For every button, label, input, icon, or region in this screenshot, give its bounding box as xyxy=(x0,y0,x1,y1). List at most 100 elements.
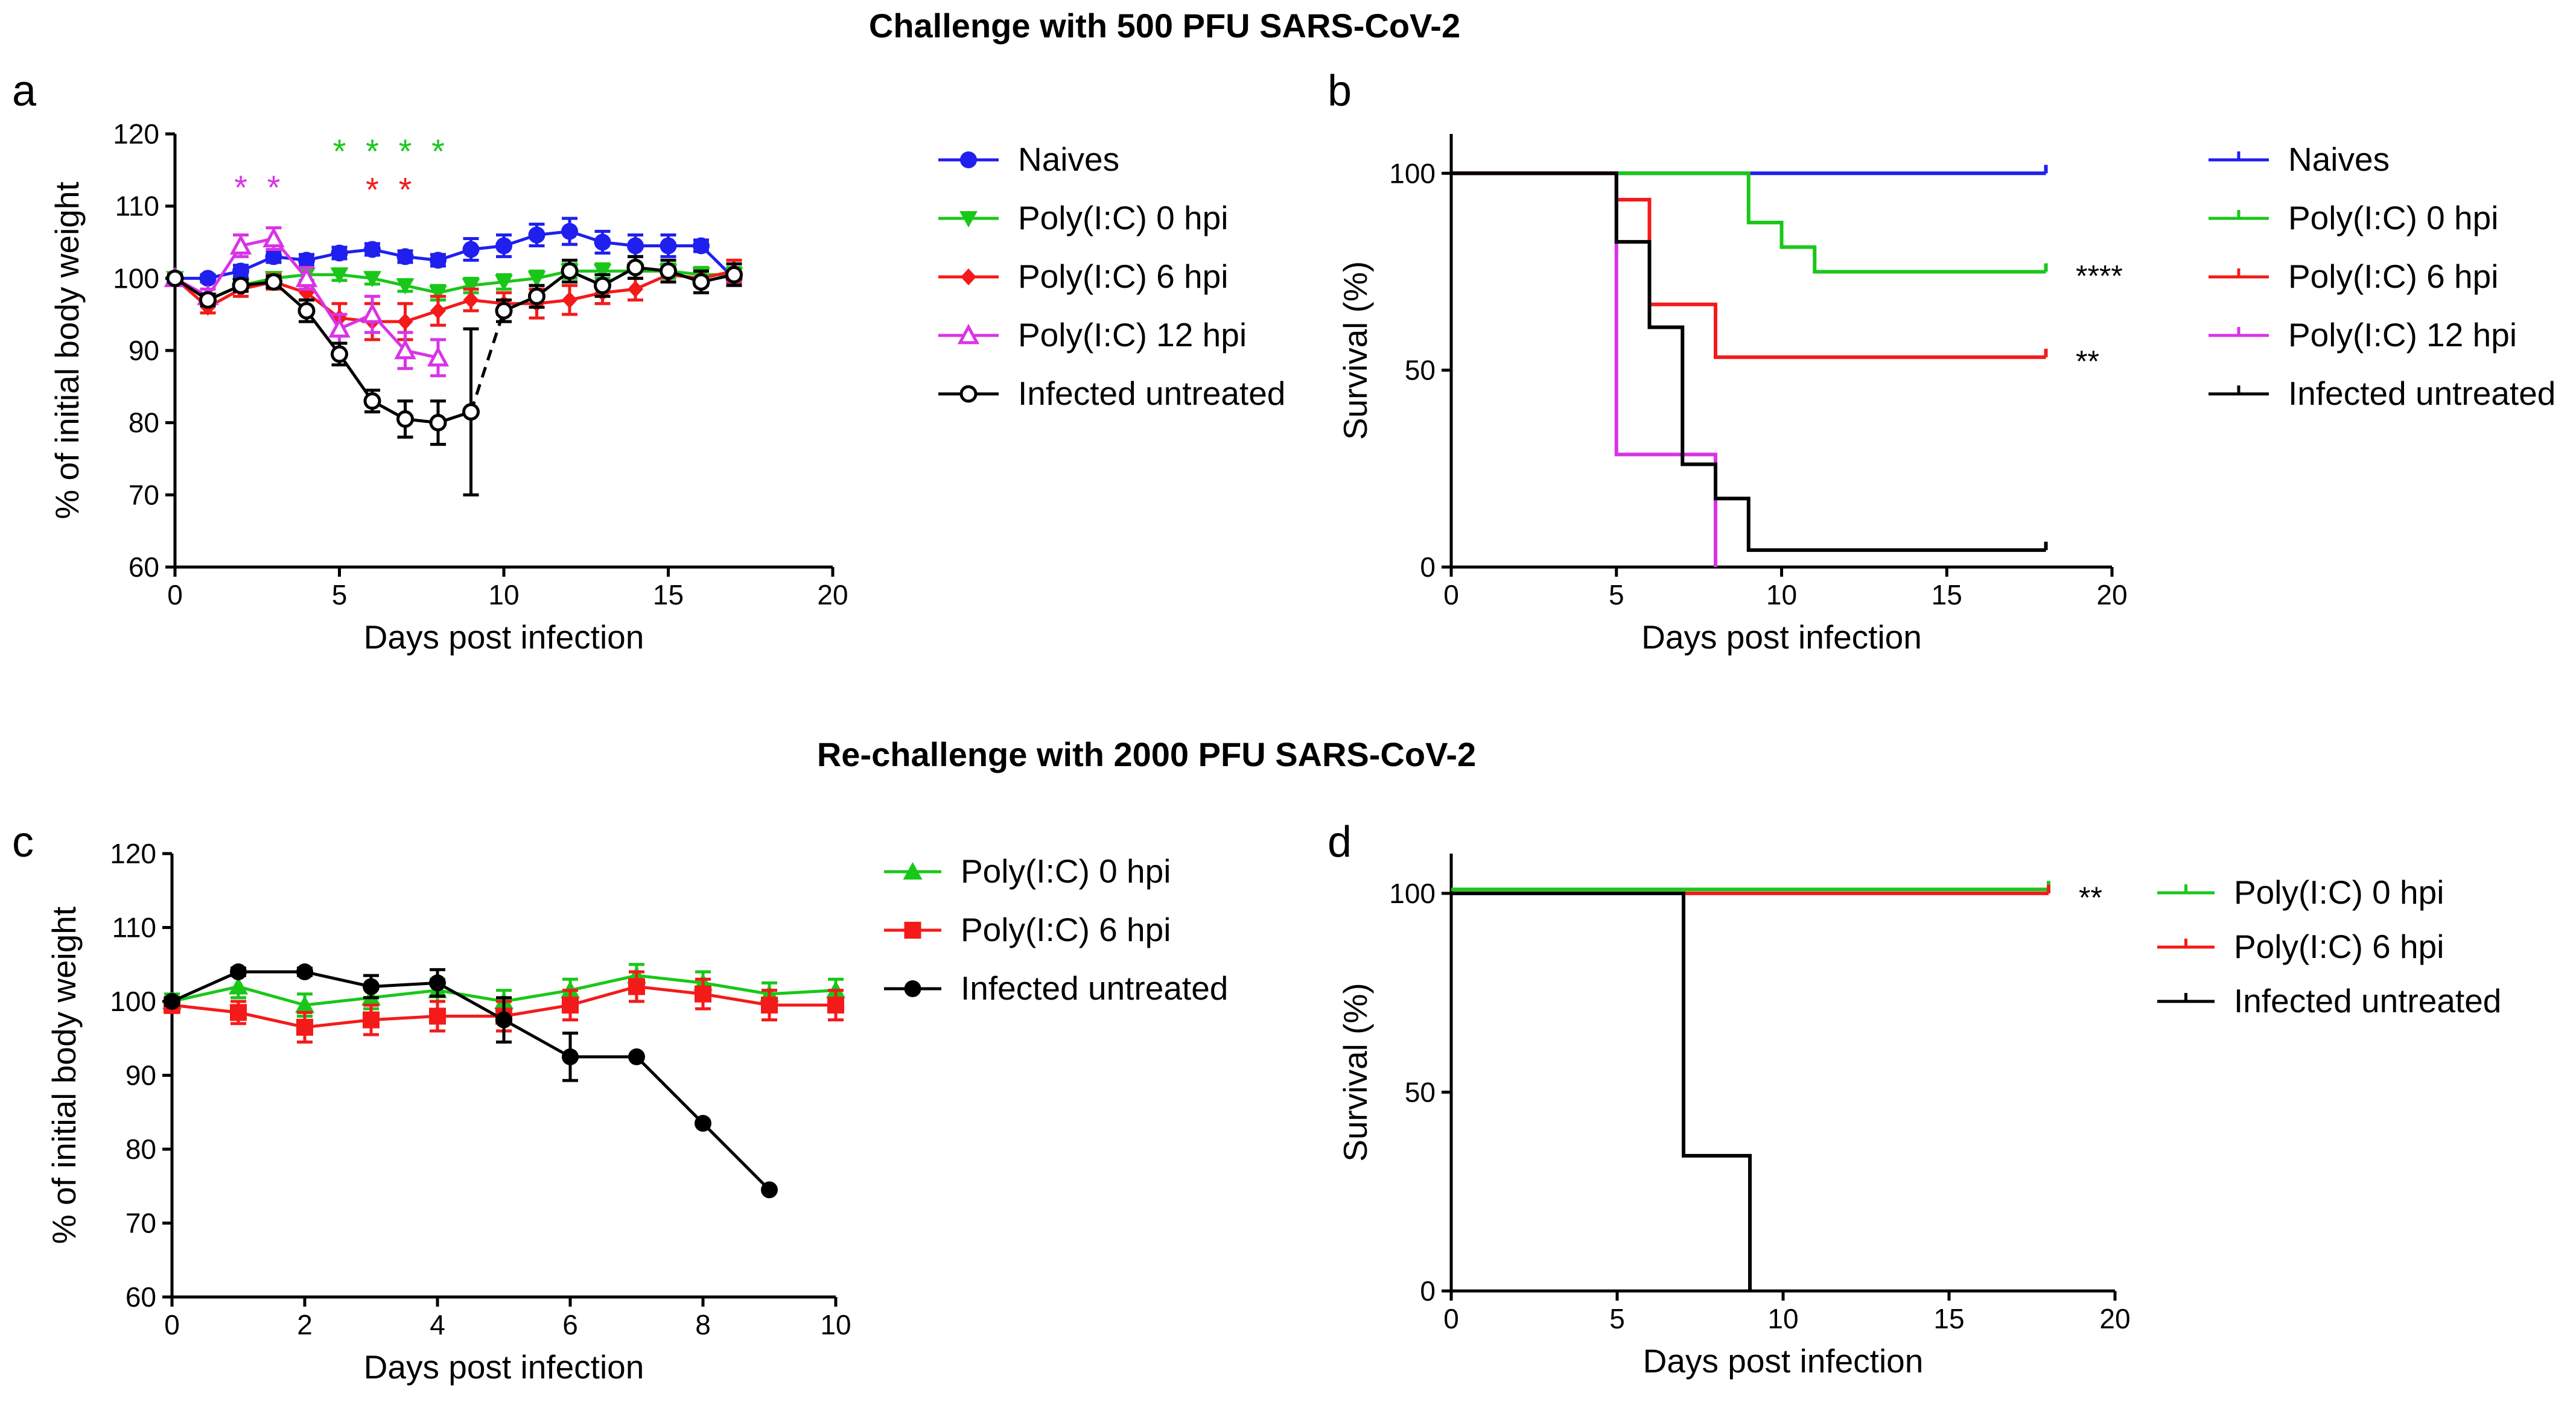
data-point-c-1 xyxy=(230,1004,247,1021)
legend-label-d: Poly(I:C) 0 hpi xyxy=(2234,874,2444,911)
x-tick-label-a: 20 xyxy=(817,579,848,610)
data-point-c-2 xyxy=(230,963,247,980)
data-point-a-0 xyxy=(693,237,710,255)
series-b-1 xyxy=(1451,171,2048,274)
data-point-a-1 xyxy=(330,267,349,284)
data-point-a-0 xyxy=(430,252,447,269)
x-axis-label-d: Days post infection xyxy=(1643,1342,1924,1380)
data-point-a-4 xyxy=(232,276,250,294)
data-point-c-1 xyxy=(761,997,778,1014)
legend-item-b: Poly(I:C) 6 hpi xyxy=(2209,258,2498,295)
y-tick-label-c: 110 xyxy=(112,912,156,943)
significance-label-b: ** xyxy=(2076,344,2099,378)
data-point-a-4 xyxy=(331,345,348,363)
data-point-a-0 xyxy=(495,237,512,255)
data-point-a-0 xyxy=(298,252,315,269)
significance-star-a: * xyxy=(399,132,412,170)
data-point-a-0 xyxy=(265,248,282,265)
y-tick-label-b: 50 xyxy=(1405,355,1436,386)
data-point-a-3 xyxy=(229,234,252,255)
legend-item-a: Infected untreated xyxy=(938,375,1285,412)
legend-label-b: Naives xyxy=(2288,141,2390,178)
legend-marker-a xyxy=(959,385,978,403)
data-point-c-2 xyxy=(164,993,180,1010)
panel-c: c 0 2 4 6 8 10 60 70 80 90 100 110 120 Days post infec… xyxy=(12,818,1228,1386)
data-point-a-0 xyxy=(528,226,545,244)
series-a-3 xyxy=(164,226,450,378)
legend-marker-a xyxy=(960,151,977,168)
figure-title-top: Challenge with 500 PFU SARS-CoV-2 xyxy=(869,7,1460,45)
data-point-a-2 xyxy=(463,291,479,309)
data-point-c-1 xyxy=(296,1018,313,1036)
legend-label-d: Infected untreated xyxy=(2234,982,2501,1019)
x-tick-label-c: 4 xyxy=(430,1309,445,1340)
data-point-a-2 xyxy=(562,291,577,309)
legend-item-c: Poly(I:C) 0 hpi xyxy=(884,852,1171,890)
legend-label-a: Poly(I:C) 0 hpi xyxy=(1018,199,1228,236)
y-tick-label-d: 100 xyxy=(1389,878,1436,909)
data-point-a-1 xyxy=(495,274,513,291)
series-line-a-2 xyxy=(174,269,735,323)
data-point-a-1 xyxy=(429,285,447,302)
data-point-c-2 xyxy=(296,963,313,980)
legend-label-d: Poly(I:C) 6 hpi xyxy=(2234,928,2444,965)
data-point-a-2 xyxy=(628,281,643,298)
data-point-a-4 xyxy=(166,269,184,287)
data-point-a-2 xyxy=(397,313,413,331)
data-point-c-2 xyxy=(429,974,446,992)
data-point-a-4 xyxy=(561,262,579,280)
legend-item-b: Infected untreated xyxy=(2209,375,2555,412)
data-point-a-3 xyxy=(328,317,351,338)
data-point-c-2 xyxy=(628,1048,645,1065)
legend-item-c: Poly(I:C) 6 hpi xyxy=(884,911,1171,948)
panel-label-b: b xyxy=(1328,67,1352,115)
data-point-c-1 xyxy=(429,1007,446,1025)
legend-marker-c xyxy=(904,980,921,997)
series-c-2 xyxy=(164,963,778,1199)
y-tick-label-c: 90 xyxy=(126,1060,156,1091)
legend-label-a: Poly(I:C) 6 hpi xyxy=(1018,258,1228,295)
data-point-a-0 xyxy=(561,223,578,240)
legend-label-a: Poly(I:C) 12 hpi xyxy=(1018,316,1247,354)
legend-marker-a xyxy=(957,323,980,344)
panel-a: a 0 5 10 15 20 60 70 80 90 100 110 120 Days post infe… xyxy=(12,67,1285,656)
data-point-a-3 xyxy=(262,227,285,248)
panel-label-a: a xyxy=(12,67,37,115)
data-point-a-1 xyxy=(593,264,612,281)
legend-item-d: Infected untreated xyxy=(2157,982,2501,1019)
series-dashed-line-a-4 xyxy=(469,310,506,413)
legend-label-c: Poly(I:C) 6 hpi xyxy=(961,911,1171,948)
data-point-a-4 xyxy=(626,258,644,276)
data-point-c-1 xyxy=(363,1011,380,1029)
data-point-c-1 xyxy=(628,978,645,995)
legend-item-b: Poly(I:C) 12 hpi xyxy=(2209,316,2517,354)
panel-d: d 0 5 10 15 20 0 50 100 Days post infection Surviv… xyxy=(1328,818,2501,1380)
x-tick-label-a: 10 xyxy=(488,579,519,610)
y-axis-label-d: Survival (%) xyxy=(1337,983,1374,1161)
series-a-4 xyxy=(166,255,743,496)
data-point-a-4 xyxy=(462,403,480,421)
data-point-a-4 xyxy=(692,273,710,291)
data-point-a-0 xyxy=(232,262,249,280)
y-tick-label-a: 120 xyxy=(113,118,159,150)
panel-label-d: d xyxy=(1328,818,1352,866)
y-tick-label-a: 70 xyxy=(129,479,159,510)
legend-item-c: Infected untreated xyxy=(884,969,1228,1007)
y-tick-label-a: 60 xyxy=(129,551,159,583)
x-tick-label-a: 15 xyxy=(653,579,684,610)
series-b-3 xyxy=(1451,171,1717,567)
data-point-a-0 xyxy=(199,270,217,287)
y-tick-label-c: 70 xyxy=(126,1208,156,1239)
x-axis-label-b: Days post infection xyxy=(1641,618,1922,656)
y-axis-label-c: % of initial body weight xyxy=(45,907,83,1244)
legend-label-b: Poly(I:C) 12 hpi xyxy=(2288,316,2517,354)
legend-item-a: Naives xyxy=(938,141,1119,178)
series-line-c-2 xyxy=(171,970,771,1191)
data-point-a-1 xyxy=(527,271,546,288)
legend-item-b: Poly(I:C) 0 hpi xyxy=(2209,199,2498,236)
legend-item-a: Poly(I:C) 6 hpi xyxy=(938,258,1228,295)
y-tick-label-a: 80 xyxy=(129,407,159,439)
significance-label-d: ** xyxy=(2079,881,2102,915)
y-tick-label-d: 50 xyxy=(1405,1076,1436,1108)
data-point-a-1 xyxy=(462,278,480,295)
